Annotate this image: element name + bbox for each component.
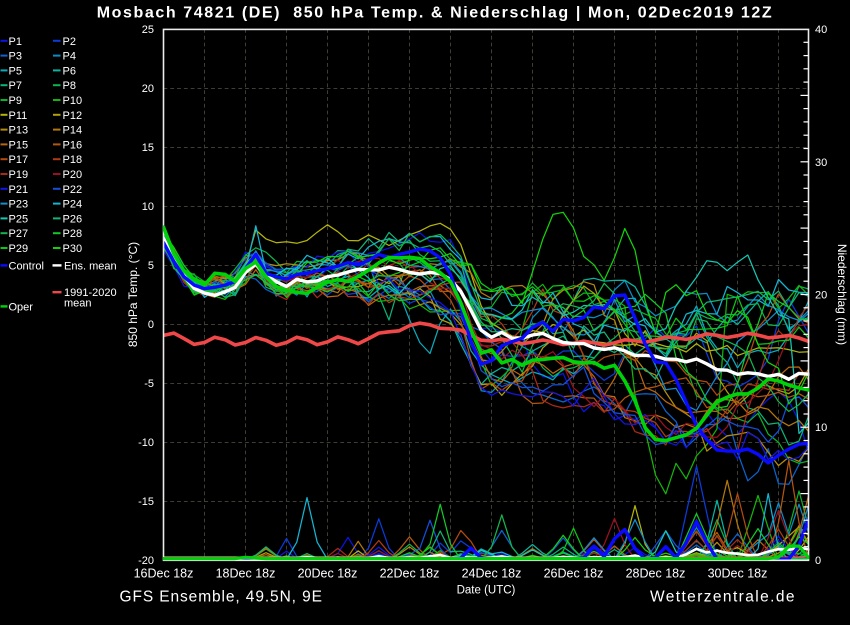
svg-text:25: 25 xyxy=(142,24,154,36)
svg-text:P9: P9 xyxy=(9,95,22,107)
svg-text:P24: P24 xyxy=(63,199,83,211)
svg-text:P10: P10 xyxy=(63,95,83,107)
svg-text:P28: P28 xyxy=(63,228,83,240)
svg-text:P15: P15 xyxy=(9,139,29,151)
svg-text:40: 40 xyxy=(815,24,827,36)
svg-text:Date (UTC): Date (UTC) xyxy=(457,585,516,597)
svg-text:mean: mean xyxy=(64,298,92,310)
svg-text:P20: P20 xyxy=(63,169,83,181)
svg-text:-20: -20 xyxy=(138,555,154,567)
svg-text:26Dec 18z: 26Dec 18z xyxy=(544,567,604,581)
svg-text:P23: P23 xyxy=(9,199,29,211)
svg-text:P22: P22 xyxy=(63,184,83,196)
svg-text:Mosbach 74821 (DE) 850 hPa Te: Mosbach 74821 (DE) 850 hPa Temp. & Niede… xyxy=(97,5,774,22)
svg-text:P3: P3 xyxy=(9,51,22,63)
svg-text:10: 10 xyxy=(142,201,154,213)
svg-text:P14: P14 xyxy=(63,125,83,137)
svg-text:GFS Ensemble, 49.5N, 9E: GFS Ensemble, 49.5N, 9E xyxy=(120,589,323,606)
svg-text:Wetterzentrale.de: Wetterzentrale.de xyxy=(650,589,796,606)
svg-text:850 hPa Temp. (°C): 850 hPa Temp. (°C) xyxy=(126,242,140,347)
svg-text:P29: P29 xyxy=(9,243,29,255)
svg-text:16Dec 18z: 16Dec 18z xyxy=(134,567,194,581)
svg-text:P2: P2 xyxy=(63,36,76,48)
svg-text:P7: P7 xyxy=(9,80,22,92)
svg-text:18Dec 18z: 18Dec 18z xyxy=(216,567,276,581)
svg-text:1991-2020: 1991-2020 xyxy=(64,287,117,299)
svg-text:0: 0 xyxy=(148,319,154,331)
svg-text:-10: -10 xyxy=(138,437,154,449)
svg-text:P16: P16 xyxy=(63,139,83,151)
svg-text:P4: P4 xyxy=(63,51,76,63)
svg-text:P17: P17 xyxy=(9,154,29,166)
svg-text:P25: P25 xyxy=(9,213,29,225)
svg-text:15: 15 xyxy=(142,142,154,154)
svg-text:P21: P21 xyxy=(9,184,29,196)
svg-text:P5: P5 xyxy=(9,65,22,77)
svg-text:Ens. mean: Ens. mean xyxy=(64,260,117,272)
svg-text:20: 20 xyxy=(142,83,154,95)
svg-text:P19: P19 xyxy=(9,169,29,181)
svg-text:P27: P27 xyxy=(9,228,29,240)
svg-text:30Dec 18z: 30Dec 18z xyxy=(708,567,768,581)
svg-text:Niederschlag (mm): Niederschlag (mm) xyxy=(835,244,849,345)
svg-text:20: 20 xyxy=(815,290,827,302)
svg-text:24Dec 18z: 24Dec 18z xyxy=(462,567,522,581)
svg-text:10: 10 xyxy=(815,422,827,434)
svg-text:22Dec 18z: 22Dec 18z xyxy=(380,567,440,581)
svg-text:-15: -15 xyxy=(138,496,154,508)
svg-text:Control: Control xyxy=(9,260,44,272)
svg-text:P30: P30 xyxy=(63,243,83,255)
svg-text:P18: P18 xyxy=(63,154,83,166)
svg-text:P26: P26 xyxy=(63,213,83,225)
svg-text:28Dec 18z: 28Dec 18z xyxy=(626,567,686,581)
svg-text:5: 5 xyxy=(148,260,154,272)
svg-text:P13: P13 xyxy=(9,125,29,137)
svg-text:P1: P1 xyxy=(9,36,22,48)
svg-text:20Dec 18z: 20Dec 18z xyxy=(298,567,358,581)
svg-text:-5: -5 xyxy=(144,378,154,390)
svg-text:0: 0 xyxy=(815,555,821,567)
svg-text:P12: P12 xyxy=(63,110,83,122)
svg-text:30: 30 xyxy=(815,157,827,169)
svg-text:P8: P8 xyxy=(63,80,76,92)
svg-text:P11: P11 xyxy=(9,110,28,122)
svg-text:P6: P6 xyxy=(63,65,76,77)
svg-text:Oper: Oper xyxy=(9,301,34,313)
